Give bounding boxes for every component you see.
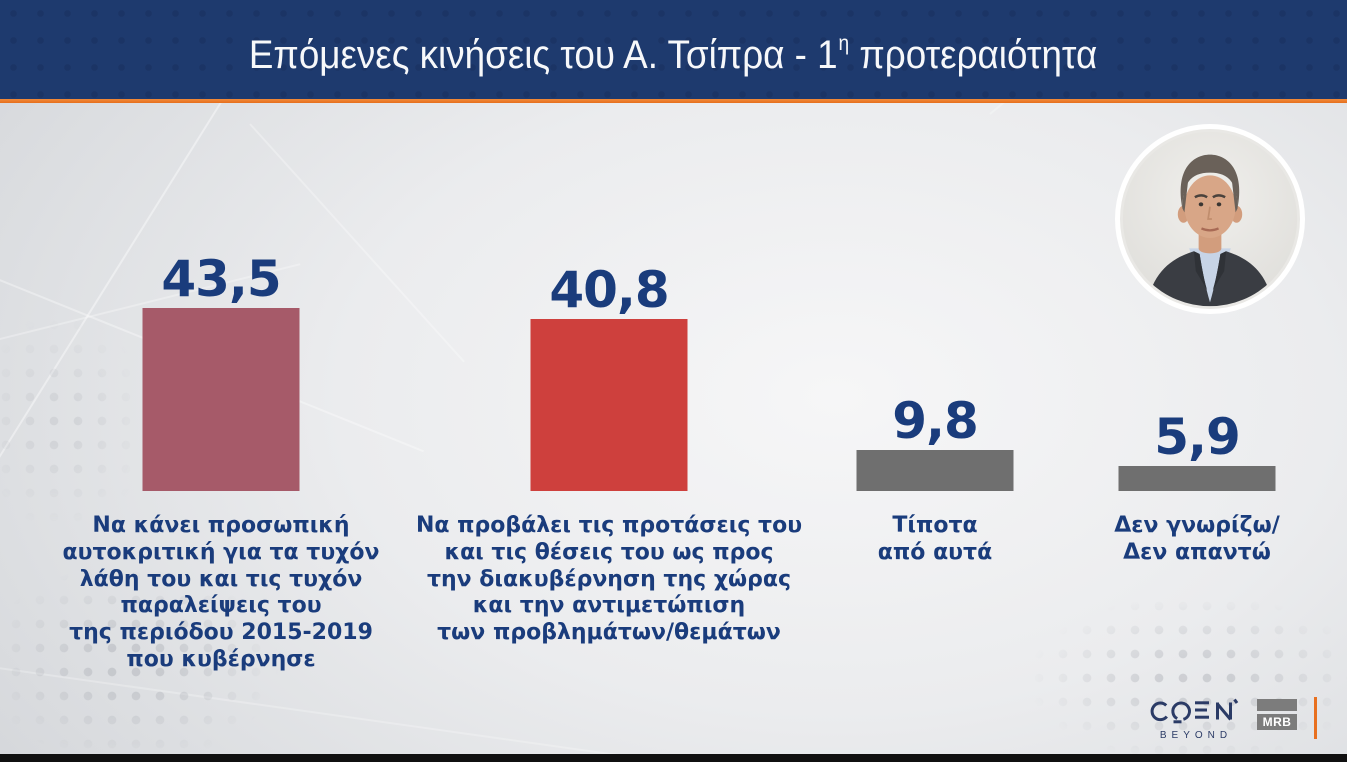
chart-area: 43,5 Να κάνει προσωπική αυτοκριτική για … (0, 103, 1347, 754)
dot-texture (0, 564, 280, 754)
category-label: Δεν γνωρίζω/ Δεν απαντώ (1114, 513, 1280, 565)
title-superscript: η (838, 31, 850, 55)
open-tv-logo: OPEN BEYOND (1146, 698, 1246, 741)
open-logo-glyphs (1150, 698, 1239, 724)
mrb-logo-bar (1257, 699, 1297, 711)
bar-dont-know (1118, 466, 1276, 491)
mrb-logo: MRB (1257, 699, 1297, 730)
bottom-black-bar (0, 754, 1347, 762)
bar-group-none: 9,8 Τίποτα από αυτά (815, 103, 1055, 754)
bar-self-criticism (142, 308, 300, 491)
title-rest: προτεραιότητα (849, 32, 1098, 77)
value-label: 5,9 (1154, 408, 1241, 466)
dot-texture (0, 313, 150, 533)
orange-accent-line (1314, 697, 1317, 739)
mrb-logo-text: MRB (1257, 714, 1297, 730)
value-label: 43,5 (161, 250, 281, 308)
beyond-label: BEYOND (1159, 730, 1233, 741)
category-label: Να κάνει προσωπική αυτοκριτική για τα τυ… (62, 513, 380, 673)
orange-divider (0, 99, 1347, 103)
portrait-illustration (1122, 131, 1298, 307)
bar-proposals (530, 319, 688, 491)
value-label: 9,8 (892, 392, 979, 450)
title-main: Επόμενες κινήσεις του Α. Τσίπρα - 1 (249, 32, 839, 77)
tsipras-photo (1115, 124, 1305, 314)
bar-group-proposals: 40,8 Να προβάλει τις προτάσεις του και τ… (399, 103, 819, 754)
title-bar: Επόμενες κινήσεις του Α. Τσίπρα - 1η προ… (0, 0, 1347, 99)
page-title: Επόμενες κινήσεις του Α. Τσίπρα - 1η προ… (249, 22, 1097, 78)
category-label: Τίποτα από αυτά (877, 513, 993, 565)
category-label: Να προβάλει τις προτάσεις του και τις θέ… (415, 513, 803, 646)
bar-group-self-criticism: 43,5 Να κάνει προσωπική αυτοκριτική για … (31, 103, 411, 754)
value-label: 40,8 (549, 261, 669, 319)
bar-group-dont-know: 5,9 Δεν γνωρίζω/ Δεν απαντώ (1067, 103, 1327, 754)
bar-none (856, 450, 1014, 491)
